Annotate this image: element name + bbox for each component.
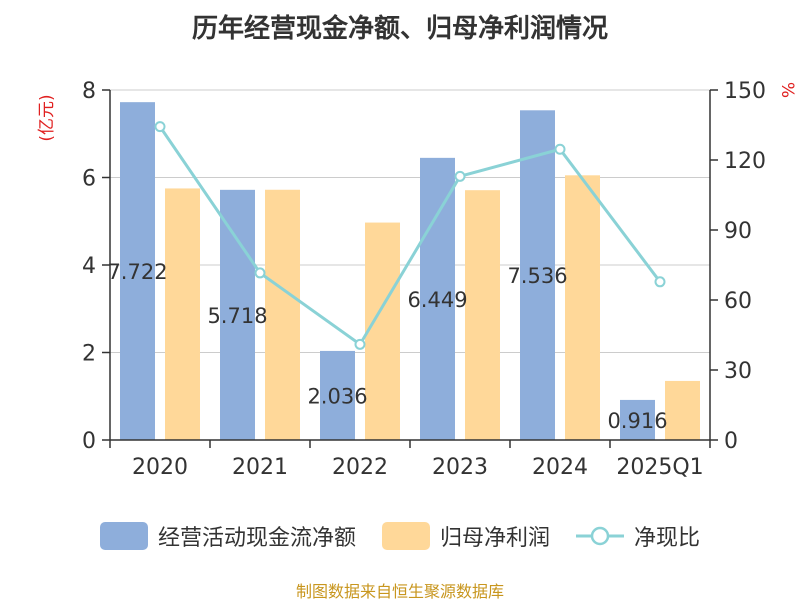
right-tick-label: 90: [724, 219, 752, 244]
legend-label-cash: 经营活动现金流净额: [157, 526, 356, 551]
bar-cash-2025Q1: [620, 399, 655, 440]
right-tick-label: 30: [724, 359, 752, 384]
ratio-line: [154, 121, 666, 350]
source-note: 制图数据来自恒生聚源数据库: [295, 582, 504, 601]
legend-label-profit: 归母净利润: [439, 526, 550, 551]
bar-profit-2024: [565, 175, 600, 440]
legend-item-ratio[interactable]: 净现比: [576, 520, 700, 552]
data-label-cash-2024: 7.536: [507, 264, 567, 288]
legend-item-profit[interactable]: 归母净利润: [381, 520, 550, 552]
ratio-point-2021: [254, 267, 266, 279]
legend: 经营活动现金流净额 归母净利润 净现比: [0, 516, 800, 556]
x-tick-label-2022: 2022: [332, 455, 388, 480]
x-tick-label-2024: 2024: [532, 455, 588, 480]
bar-profit-2021: [265, 189, 300, 440]
bar-cash-2020: [120, 102, 155, 440]
left-axis-unit: (亿元): [37, 94, 57, 141]
left-tick-label: 0: [82, 429, 96, 454]
chart-title: 历年经营现金净额、归母净利润情况: [191, 14, 608, 44]
x-tick-label-2023: 2023: [432, 455, 488, 480]
right-axis-unit: %: [777, 82, 797, 98]
legend-swatch-ratio: [576, 526, 624, 546]
bar-profit-2023: [465, 190, 500, 440]
right-tick-label: 150: [724, 79, 766, 104]
grid-lines: [110, 89, 710, 353]
left-tick-label: 4: [82, 254, 96, 279]
ratio-line-path: [158, 125, 662, 347]
bar-cash-2022: [320, 350, 355, 440]
ratio-point-2020: [154, 121, 166, 133]
right-tick-label: 0: [724, 429, 738, 454]
axes: 0 2 4 6 8 0 30 60 90 120 150 2020 2021 2022 2023 2024 20…: [37, 79, 797, 480]
bar-cash-2023: [420, 157, 455, 440]
data-labels: 7.722 5.718 2.036 6.449 7.536 0.916: [107, 260, 667, 433]
bar-profit-2022: [365, 222, 400, 440]
x-tick-label-2021: 2021: [232, 455, 288, 480]
right-tick-label: 120: [724, 149, 766, 174]
data-label-cash-2022: 2.036: [307, 384, 367, 408]
legend-swatch-profit: [381, 522, 430, 550]
bar-profit-2025Q1: [665, 380, 700, 440]
bar-profit-2020: [165, 188, 200, 440]
data-label-cash-2021: 5.718: [207, 304, 267, 328]
data-label-cash-2020: 7.722: [107, 260, 167, 284]
x-tick-label-2025Q1: 2025Q1: [616, 455, 703, 480]
x-tick-label-2020: 2020: [132, 455, 188, 480]
data-label-cash-2023: 6.449: [407, 288, 467, 312]
ratio-point-2023: [454, 170, 466, 182]
data-label-cash-2025Q1: 0.916: [607, 409, 667, 433]
ratio-point-2025Q1: [654, 276, 666, 288]
bar-cash-2024: [520, 110, 555, 441]
legend-item-cash[interactable]: 经营活动现金流净额: [99, 520, 356, 552]
right-tick-label: 60: [724, 289, 752, 314]
bar-cash-2021: [220, 189, 255, 440]
legend-label-ratio: 净现比: [634, 526, 701, 551]
left-tick-label: 6: [82, 167, 96, 192]
left-tick-label: 8: [82, 79, 96, 104]
left-tick-label: 2: [82, 342, 96, 367]
bar-series: [120, 102, 700, 441]
ratio-point-2022: [354, 338, 366, 350]
ratio-point-2024: [554, 143, 566, 155]
legend-swatch-cash: [99, 522, 148, 550]
